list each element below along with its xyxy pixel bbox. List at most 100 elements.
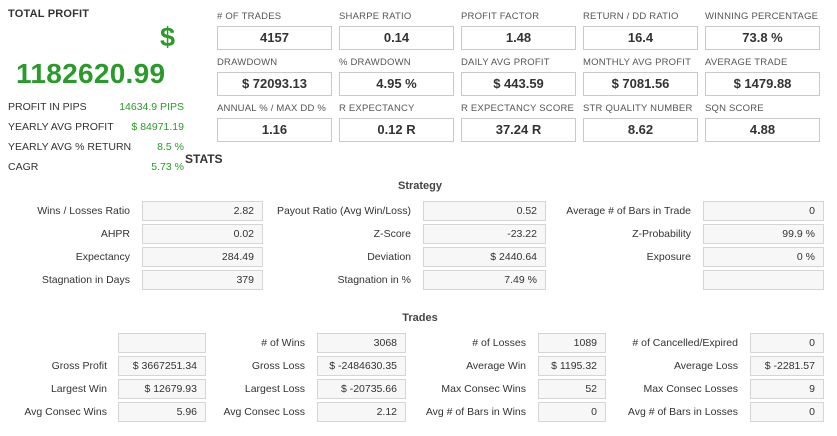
trades-value xyxy=(118,333,206,353)
metric-value: 4.88 xyxy=(705,118,820,142)
metric-value: 1.16 xyxy=(217,118,332,142)
strategy-section-title: Strategy xyxy=(397,180,443,192)
metric-label: # OF TRADES xyxy=(217,11,282,22)
strategy-label: Wins / Losses Ratio xyxy=(37,205,130,217)
strategy-label: Stagnation in Days xyxy=(41,274,130,286)
trades-label: Avg # of Bars in Wins xyxy=(425,406,526,418)
metric-value: $ 1479.88 xyxy=(705,72,820,96)
stats-heading: STATS xyxy=(185,152,223,166)
metric-label: R EXPECTANCY xyxy=(339,103,415,114)
metric-value: 4.95 % xyxy=(339,72,454,96)
summary-row-cagr: CAGR 5.73 % xyxy=(8,159,184,179)
trades-label: Average Win xyxy=(466,360,526,372)
trades-label: # of Cancelled/Expired xyxy=(632,337,738,349)
trades-value: $ 1195.32 xyxy=(538,356,606,376)
metric-label: RETURN / DD RATIO xyxy=(583,11,679,22)
strategy-value: 99.9 % xyxy=(703,224,824,244)
trades-value: 5.96 xyxy=(118,402,206,422)
metric-label: SQN SCORE xyxy=(705,103,764,114)
strategy-value: $ 2440.64 xyxy=(423,247,546,267)
trades-value: $ -2281.57 xyxy=(750,356,824,376)
summary-value: 8.5 % xyxy=(157,141,184,153)
summary-value: 14634.9 PIPS xyxy=(119,101,184,113)
strategy-value: 284.49 xyxy=(142,247,263,267)
trades-label: # of Losses xyxy=(472,337,526,349)
trades-value: 52 xyxy=(538,379,606,399)
metric-label: PROFIT FACTOR xyxy=(461,11,540,22)
strategy-value: -23.22 xyxy=(423,224,546,244)
trades-label: Gross Profit xyxy=(51,360,107,372)
metric-value: $ 7081.56 xyxy=(583,72,698,96)
trades-value: 3068 xyxy=(317,333,406,353)
metric-label: ANNUAL % / MAX DD % xyxy=(217,103,327,114)
summary-value: $ 84971.19 xyxy=(131,121,184,133)
metric-value: 0.14 xyxy=(339,26,454,50)
trades-label: Avg # of Bars in Losses xyxy=(627,406,738,418)
summary-label: YEARLY AVG PROFIT xyxy=(8,121,114,133)
metric-label: AVERAGE TRADE xyxy=(705,57,788,68)
strategy-value: 0 % xyxy=(703,247,824,267)
metric-label: DRAWDOWN xyxy=(217,57,278,68)
strategy-value: 7.49 % xyxy=(423,270,546,290)
currency-symbol: $ xyxy=(160,22,176,52)
total-profit-title: TOTAL PROFIT xyxy=(8,8,90,20)
metric-value: 4157 xyxy=(217,26,332,50)
trades-value: 0 xyxy=(750,333,824,353)
metric-label: WINNING PERCENTAGE xyxy=(705,11,819,22)
strategy-value xyxy=(703,270,824,290)
trades-label: Average Loss xyxy=(673,360,738,372)
trades-value: $ 3667251.34 xyxy=(118,356,206,376)
summary-row-profit-pips: PROFIT IN PIPS 14634.9 PIPS xyxy=(8,99,184,119)
trades-value: 9 xyxy=(750,379,824,399)
trades-value: 0 xyxy=(750,402,824,422)
metric-value: $ 72093.13 xyxy=(217,72,332,96)
trades-label: Max Consec Wins xyxy=(441,383,526,395)
trades-label: Largest Win xyxy=(50,383,107,395)
strategy-label: Z-Score xyxy=(373,228,411,240)
metric-drawdown: DRAWDOWN $ 72093.13 xyxy=(217,57,332,96)
metric-annual-max-dd: ANNUAL % / MAX DD % 1.16 xyxy=(217,103,332,142)
summary-value: 5.73 % xyxy=(151,161,184,173)
trades-label: Gross Loss xyxy=(251,360,305,372)
trades-section-title: Trades xyxy=(402,312,438,324)
strategy-value: 0.52 xyxy=(423,201,546,221)
metric-r-expectancy-score: R EXPECTANCY SCORE 37.24 R xyxy=(461,103,576,142)
metric-value: 1.48 xyxy=(461,26,576,50)
strategy-label: Average # of Bars in Trade xyxy=(566,205,691,217)
metric-value: 73.8 % xyxy=(705,26,820,50)
metric-monthly-avg-profit: MONTHLY AVG PROFIT $ 7081.56 xyxy=(583,57,698,96)
metric-number-of-trades: # OF TRADES 4157 xyxy=(217,11,332,50)
strategy-value: 2.82 xyxy=(142,201,263,221)
strategy-value: 379 xyxy=(142,270,263,290)
metric-average-trade: AVERAGE TRADE $ 1479.88 xyxy=(705,57,820,96)
profit-summary-list: PROFIT IN PIPS 14634.9 PIPS YEARLY AVG P… xyxy=(8,99,184,179)
strategy-label: Deviation xyxy=(367,251,411,263)
metric-value: 16.4 xyxy=(583,26,698,50)
summary-label: CAGR xyxy=(8,161,39,173)
metric-sharpe-ratio: SHARPE RATIO 0.14 xyxy=(339,11,454,50)
trades-value: $ -2484630.35 xyxy=(317,356,406,376)
strategy-value: 0 xyxy=(703,201,824,221)
metric-label: SHARPE RATIO xyxy=(339,11,412,22)
trades-label: Largest Loss xyxy=(244,383,305,395)
metric-value: 8.62 xyxy=(583,118,698,142)
summary-row-yearly-avg-return: YEARLY AVG % RETURN 8.5 % xyxy=(8,139,184,159)
trades-value: $ -20735.66 xyxy=(317,379,406,399)
metric-label: R EXPECTANCY SCORE xyxy=(461,103,575,114)
metric-percent-drawdown: % DRAWDOWN 4.95 % xyxy=(339,57,454,96)
strategy-label: Expectancy xyxy=(75,251,130,263)
trades-label: Avg Consec Loss xyxy=(223,406,305,418)
metric-value: $ 443.59 xyxy=(461,72,576,96)
strategy-label: AHPR xyxy=(100,228,130,240)
trades-value: 0 xyxy=(538,402,606,422)
metric-label: DAILY AVG PROFIT xyxy=(461,57,550,68)
strategy-label: Z-Probability xyxy=(632,228,691,240)
metric-r-expectancy: R EXPECTANCY 0.12 R xyxy=(339,103,454,142)
summary-label: PROFIT IN PIPS xyxy=(8,101,87,113)
metric-sqn-score: SQN SCORE 4.88 xyxy=(705,103,820,142)
metric-str-quality-number: STR QUALITY NUMBER 8.62 xyxy=(583,103,698,142)
metric-label: % DRAWDOWN xyxy=(339,57,411,68)
summary-row-yearly-avg-profit: YEARLY AVG PROFIT $ 84971.19 xyxy=(8,119,184,139)
strategy-label: Payout Ratio (Avg Win/Loss) xyxy=(276,205,411,217)
metric-daily-avg-profit: DAILY AVG PROFIT $ 443.59 xyxy=(461,57,576,96)
